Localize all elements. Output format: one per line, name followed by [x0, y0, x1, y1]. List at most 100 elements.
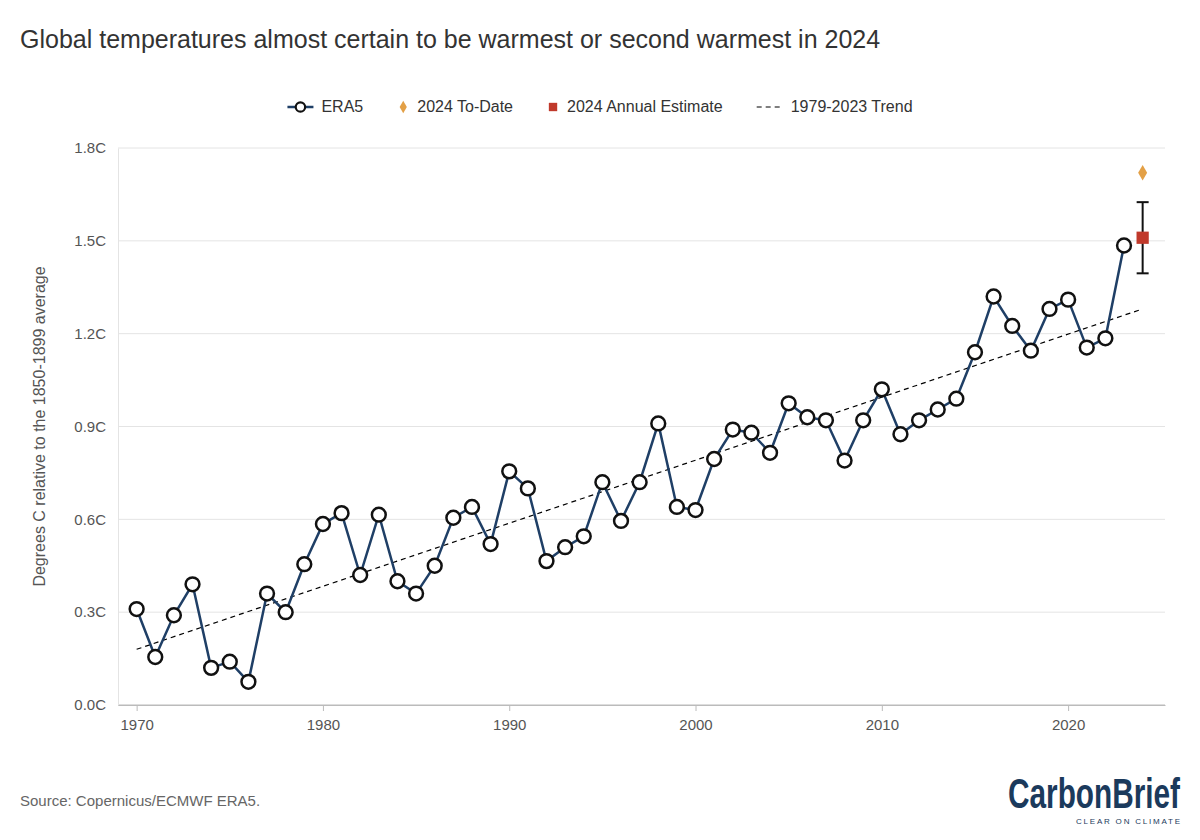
point	[409, 587, 423, 601]
point	[1061, 293, 1075, 307]
point	[931, 403, 945, 417]
point	[894, 427, 908, 441]
logo: CarbonBriefCLEAR ON CLIMATE	[1008, 770, 1181, 826]
y-tick: 0.3C	[74, 603, 118, 620]
point	[856, 413, 870, 427]
y-tick: 0.9C	[74, 418, 118, 435]
y-axis-line	[118, 149, 119, 706]
x-tick-mark	[1068, 705, 1069, 711]
point	[1138, 165, 1147, 181]
y-tick-label: 0.0C	[74, 696, 106, 713]
grid-line	[118, 333, 1165, 334]
point	[521, 481, 535, 495]
grid	[118, 148, 1165, 705]
y-axis: 0.0C 0.3C 0.6C 0.9C 1.2C 1.5C 1.8C	[74, 139, 118, 713]
x-tick-mark	[137, 705, 138, 711]
x-tick: 1990	[493, 705, 526, 733]
point	[335, 506, 349, 520]
point	[446, 511, 460, 525]
grid-line	[118, 426, 1165, 427]
point	[651, 416, 665, 430]
legend-label: 2024 To-Date	[417, 98, 513, 115]
point	[819, 413, 833, 427]
point	[987, 290, 1001, 304]
y-tick-label: 0.3C	[74, 603, 106, 620]
grid-line	[118, 148, 1165, 149]
legend-label: ERA5	[321, 98, 363, 115]
point	[1024, 344, 1038, 358]
legend-symbol	[296, 102, 305, 111]
x-tick-mark	[509, 705, 510, 711]
point	[633, 475, 647, 489]
x-tick: 2000	[679, 705, 712, 733]
point	[279, 605, 293, 619]
y-tick: 1.5C	[74, 232, 118, 249]
x-tick-mark	[696, 705, 697, 711]
background	[0, 0, 1200, 840]
x-tick-mark	[882, 705, 883, 711]
point	[1005, 319, 1019, 333]
x-tick-label: 1970	[120, 716, 153, 733]
legend-icon	[400, 101, 407, 113]
trend-line	[137, 309, 1143, 649]
y-tick: 1.2C	[74, 325, 118, 342]
series-line	[137, 245, 1124, 681]
logo-name: CarbonBrief	[1008, 770, 1181, 817]
point	[782, 396, 796, 410]
point	[726, 423, 740, 437]
legend-symbol	[400, 101, 407, 113]
x-tick-label: 1980	[307, 716, 340, 733]
x-tick: 1970	[120, 705, 153, 733]
legend-symbol	[549, 103, 557, 111]
grid-line	[118, 240, 1165, 241]
x-tick-mark	[323, 705, 324, 711]
point	[186, 577, 200, 591]
legend: ERA5 2024 To-Date 2024 Annual Estimate 1979…	[287, 98, 912, 115]
error-bar	[1137, 202, 1149, 273]
point	[372, 508, 386, 522]
x-tick: 2020	[1052, 705, 1085, 733]
source: Source: Copernicus/ECMWF ERA5.	[20, 792, 260, 809]
legend-item: 1979-2023 Trend	[757, 98, 913, 115]
legend-label: 2024 Annual Estimate	[567, 98, 723, 115]
point	[353, 568, 367, 582]
point	[241, 675, 255, 689]
point	[745, 426, 759, 440]
point	[428, 559, 442, 573]
legend-item: 2024 To-Date	[400, 98, 513, 115]
legend-icon	[549, 103, 557, 111]
y-tick: 1.8C	[74, 139, 118, 156]
legend-label: 1979-2023 Trend	[791, 98, 913, 115]
point	[484, 537, 498, 551]
point	[260, 587, 274, 601]
y-tick-label: 0.6C	[74, 511, 106, 528]
point	[595, 475, 609, 489]
point	[949, 392, 963, 406]
title: Global temperatures almost certain to be…	[20, 25, 880, 53]
point	[800, 410, 814, 424]
y-tick-label: 0.9C	[74, 418, 106, 435]
y-tick: 0.0C	[74, 696, 118, 713]
point	[167, 608, 181, 622]
point	[763, 446, 777, 460]
x-tick-label: 2020	[1052, 716, 1085, 733]
point	[838, 454, 852, 468]
point	[502, 464, 516, 478]
point	[316, 517, 330, 531]
x-tick-label: 1990	[493, 716, 526, 733]
point	[1137, 232, 1149, 244]
legend-item: 2024 Annual Estimate	[549, 98, 723, 115]
point	[614, 514, 628, 528]
point	[670, 500, 684, 514]
point	[968, 345, 982, 359]
point	[391, 574, 405, 588]
legend-line	[757, 106, 783, 107]
point	[223, 655, 237, 669]
point	[130, 602, 144, 616]
legend-item: ERA5	[287, 98, 363, 115]
point	[707, 452, 721, 466]
logo-tagline: CLEAR ON CLIMATE	[1076, 817, 1180, 826]
x-tick: 2010	[866, 705, 899, 733]
legend-icon	[287, 102, 313, 111]
grid-line	[118, 519, 1165, 520]
